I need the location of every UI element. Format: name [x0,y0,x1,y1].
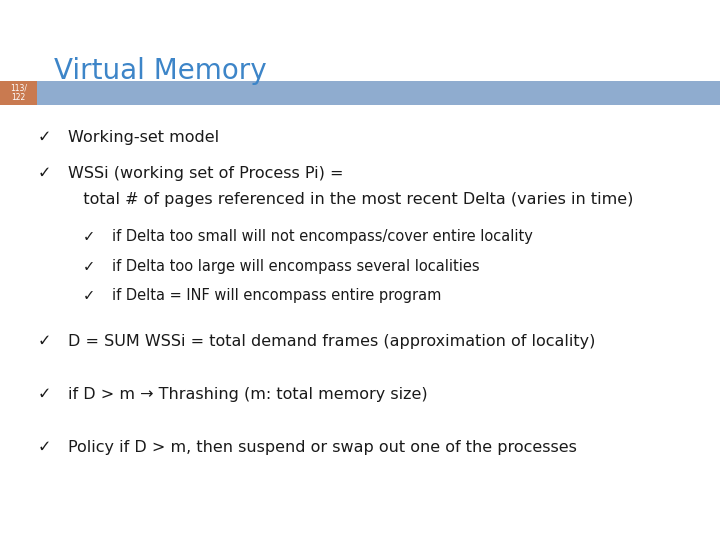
Text: ✓: ✓ [83,288,95,303]
Text: ✓: ✓ [37,166,51,181]
Text: WSSi (working set of Process Pi) =: WSSi (working set of Process Pi) = [68,166,344,181]
Text: ✓: ✓ [37,387,51,402]
Text: Virtual Memory: Virtual Memory [54,57,266,85]
Text: 113/
122: 113/ 122 [10,84,27,103]
Text: ✓: ✓ [83,229,95,244]
Text: D = SUM WSSi = total demand frames (approximation of locality): D = SUM WSSi = total demand frames (appr… [68,334,595,349]
Text: if Delta too large will encompass several localities: if Delta too large will encompass severa… [112,259,480,274]
Text: ✓: ✓ [37,130,51,145]
Text: ✓: ✓ [83,259,95,274]
Text: Policy if D > m, then suspend or swap out one of the processes: Policy if D > m, then suspend or swap ou… [68,440,577,455]
Text: if Delta too small will not encompass/cover entire locality: if Delta too small will not encompass/co… [112,229,533,244]
Text: ✓: ✓ [37,440,51,455]
Bar [0,81,720,105]
Text: total # of pages referenced in the most recent Delta (varies in time): total # of pages referenced in the most … [68,192,634,207]
Text: if D > m → Thrashing (m: total memory size): if D > m → Thrashing (m: total memory si… [68,387,428,402]
Text: Working-set model: Working-set model [68,130,220,145]
Text: if Delta = INF will encompass entire program: if Delta = INF will encompass entire pro… [112,288,441,303]
Bar [0,81,37,105]
Text: ✓: ✓ [37,334,51,349]
